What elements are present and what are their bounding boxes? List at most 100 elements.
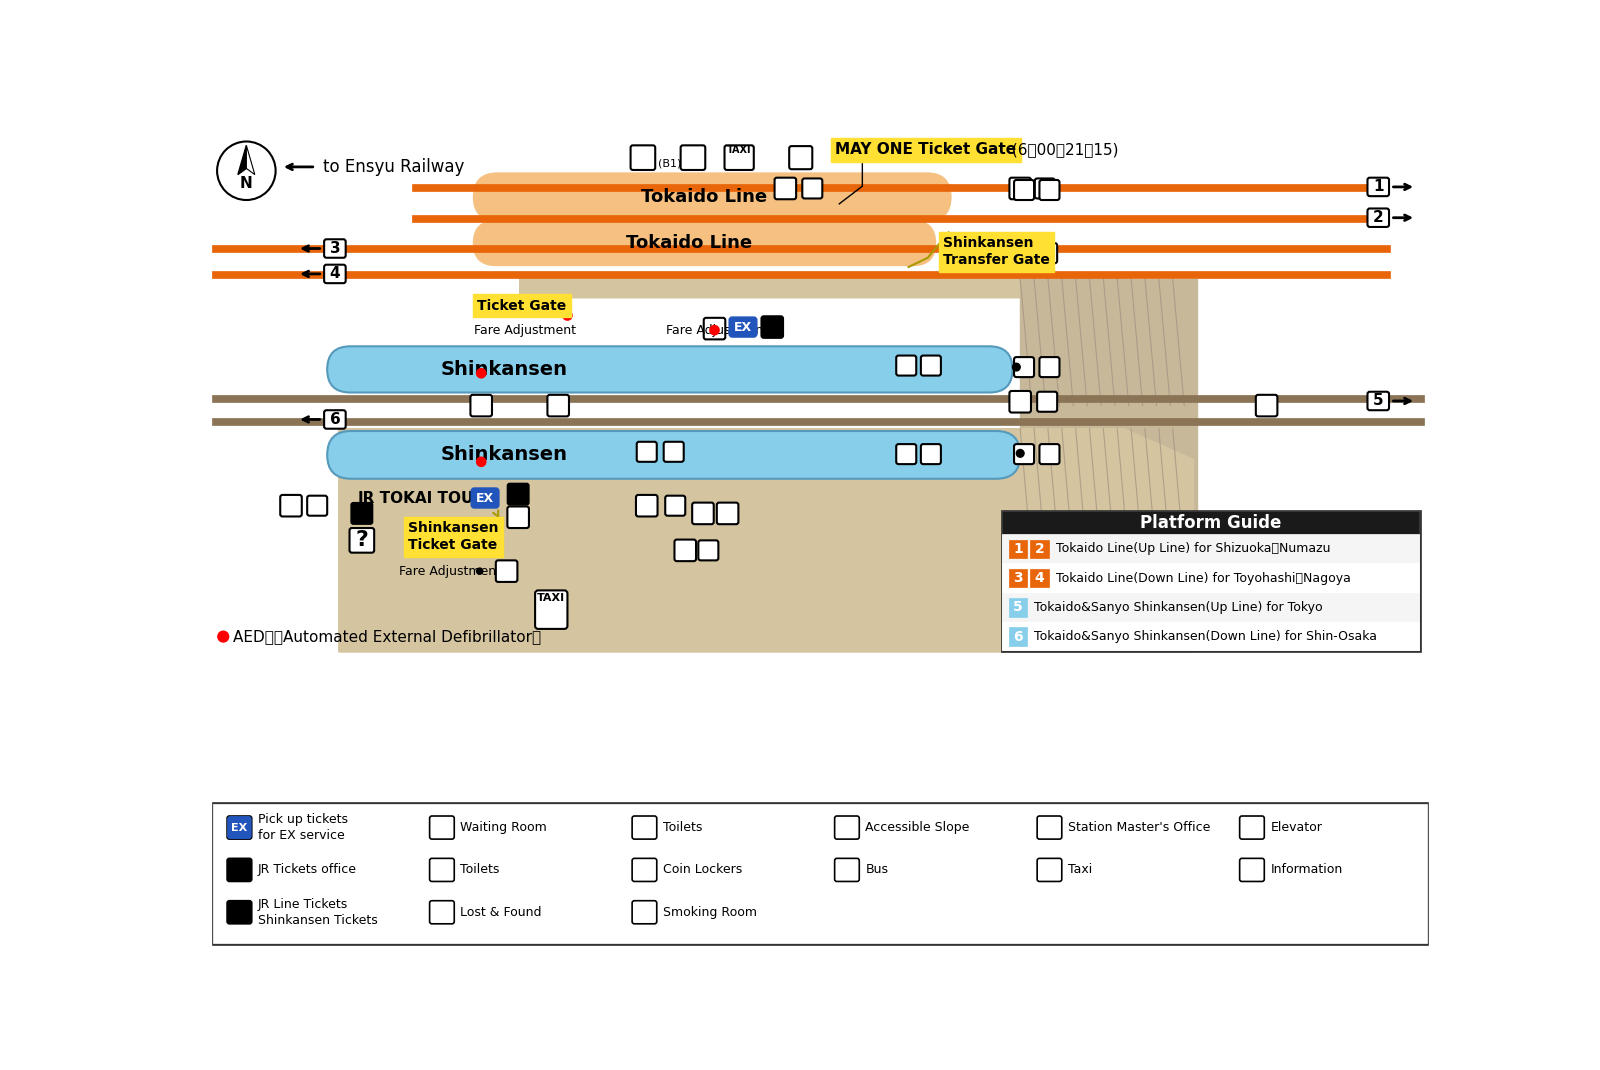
Text: Station Master's Office: Station Master's Office	[1067, 821, 1210, 834]
Text: (6：00～21：15): (6：00～21：15)	[1006, 142, 1118, 157]
FancyBboxPatch shape	[664, 442, 683, 462]
FancyBboxPatch shape	[280, 495, 302, 517]
FancyBboxPatch shape	[835, 858, 859, 882]
FancyBboxPatch shape	[666, 495, 685, 516]
Bar	[1008, 627, 1027, 646]
FancyBboxPatch shape	[789, 147, 813, 169]
Circle shape	[710, 325, 718, 335]
Text: 2: 2	[1373, 210, 1384, 225]
Text: Information: Information	[1270, 863, 1342, 876]
FancyBboxPatch shape	[474, 220, 936, 265]
FancyBboxPatch shape	[507, 506, 530, 528]
Text: Smoking Room: Smoking Room	[662, 906, 757, 919]
Bar	[1008, 598, 1027, 616]
Bar	[213, 804, 1427, 943]
Text: Shinkansen: Shinkansen	[442, 360, 568, 379]
Circle shape	[563, 311, 573, 320]
FancyBboxPatch shape	[717, 503, 738, 524]
FancyBboxPatch shape	[1010, 178, 1030, 199]
Circle shape	[1016, 449, 1024, 457]
Text: Platform Guide: Platform Guide	[1139, 514, 1282, 532]
FancyBboxPatch shape	[774, 178, 797, 199]
Text: TAXI: TAXI	[538, 593, 565, 603]
FancyBboxPatch shape	[922, 444, 941, 464]
FancyBboxPatch shape	[1013, 243, 1032, 263]
Bar	[1003, 564, 1419, 592]
FancyBboxPatch shape	[1256, 395, 1277, 416]
Polygon shape	[1021, 278, 1197, 509]
FancyBboxPatch shape	[896, 355, 917, 376]
FancyBboxPatch shape	[1368, 178, 1389, 196]
Bar	[211, 271, 1390, 278]
FancyBboxPatch shape	[430, 901, 454, 923]
Text: 3: 3	[1013, 571, 1022, 585]
FancyBboxPatch shape	[307, 495, 328, 516]
Text: Tokaido&Sanyo Shinkansen(Down Line) for Shin-Osaka: Tokaido&Sanyo Shinkansen(Down Line) for …	[1034, 630, 1378, 643]
Text: MAY ONE Ticket Gate: MAY ONE Ticket Gate	[835, 142, 1016, 157]
Text: ?: ?	[355, 531, 368, 550]
Bar	[211, 418, 1424, 425]
FancyBboxPatch shape	[507, 484, 530, 505]
Polygon shape	[339, 429, 1194, 652]
FancyBboxPatch shape	[1368, 209, 1389, 227]
Circle shape	[218, 631, 229, 642]
Bar	[1030, 569, 1048, 587]
Text: Tokaido Line: Tokaido Line	[642, 188, 768, 205]
FancyBboxPatch shape	[635, 495, 658, 517]
FancyBboxPatch shape	[675, 539, 696, 561]
Circle shape	[477, 369, 486, 378]
Text: Toilets: Toilets	[461, 863, 499, 876]
FancyBboxPatch shape	[227, 902, 251, 923]
FancyBboxPatch shape	[1240, 816, 1264, 839]
Bar	[1003, 511, 1419, 651]
Text: 6: 6	[330, 412, 341, 427]
Text: Taxi: Taxi	[1067, 863, 1093, 876]
Polygon shape	[238, 146, 246, 174]
Bar	[211, 802, 1429, 945]
FancyBboxPatch shape	[227, 816, 251, 839]
FancyBboxPatch shape	[630, 146, 656, 170]
FancyBboxPatch shape	[325, 410, 346, 429]
FancyBboxPatch shape	[730, 317, 757, 337]
FancyBboxPatch shape	[632, 858, 656, 882]
FancyBboxPatch shape	[430, 858, 454, 882]
Bar	[1002, 509, 1421, 652]
FancyBboxPatch shape	[1014, 444, 1034, 464]
FancyBboxPatch shape	[1240, 858, 1264, 882]
FancyBboxPatch shape	[1037, 392, 1058, 412]
Text: Waiting Room: Waiting Room	[461, 821, 547, 834]
Bar	[1008, 569, 1027, 587]
FancyBboxPatch shape	[1010, 391, 1030, 413]
Text: Ticket Gate: Ticket Gate	[477, 299, 566, 312]
Text: EX: EX	[475, 491, 494, 504]
FancyBboxPatch shape	[325, 264, 346, 284]
FancyBboxPatch shape	[227, 858, 251, 882]
Text: EX: EX	[734, 321, 752, 334]
FancyBboxPatch shape	[762, 317, 782, 338]
FancyBboxPatch shape	[1037, 243, 1058, 263]
Text: 1: 1	[1013, 541, 1022, 555]
FancyBboxPatch shape	[534, 591, 568, 629]
FancyBboxPatch shape	[349, 528, 374, 553]
FancyBboxPatch shape	[496, 561, 517, 582]
Polygon shape	[520, 278, 1194, 509]
Text: 6: 6	[1013, 629, 1022, 643]
FancyBboxPatch shape	[1040, 357, 1059, 377]
Text: 4: 4	[330, 266, 341, 281]
Text: 5: 5	[1013, 600, 1022, 614]
Circle shape	[218, 141, 275, 200]
FancyBboxPatch shape	[430, 816, 454, 839]
FancyBboxPatch shape	[922, 355, 941, 376]
Bar	[1030, 539, 1048, 559]
FancyBboxPatch shape	[1368, 392, 1389, 410]
FancyBboxPatch shape	[725, 146, 754, 170]
FancyBboxPatch shape	[1040, 180, 1059, 200]
Text: Pick up tickets
for EX service: Pick up tickets for EX service	[258, 813, 347, 842]
FancyBboxPatch shape	[1037, 858, 1062, 882]
FancyBboxPatch shape	[227, 816, 251, 838]
Circle shape	[477, 457, 486, 467]
Bar	[411, 184, 1382, 190]
Circle shape	[1013, 363, 1021, 371]
FancyBboxPatch shape	[470, 395, 491, 416]
Text: Shinkansen
Transfer Gate: Shinkansen Transfer Gate	[944, 236, 1050, 268]
